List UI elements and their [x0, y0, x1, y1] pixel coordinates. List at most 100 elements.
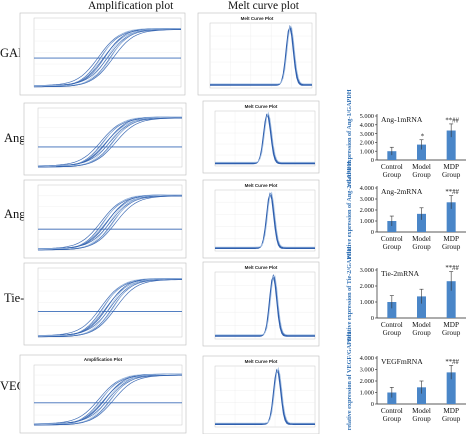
- bar-chart-title: Ang-2mRNA: [381, 187, 423, 196]
- significance-marker: **##: [445, 359, 459, 366]
- category-label: Group: [442, 329, 461, 337]
- amplification-plot-4: [23, 262, 187, 346]
- category-label: MDP: [443, 163, 459, 171]
- bar-chart-ylabel: relative expression of Ang-1/GAPDH: [346, 89, 353, 186]
- category-label: MDP: [443, 235, 459, 243]
- bar-chart-ylabel: relative expression of Ang-2/GAPDH: [346, 161, 353, 258]
- significance-marker: **##: [445, 189, 459, 196]
- amplification-curve: [38, 278, 182, 336]
- bar-chart-ylabel: relative expression of VEGF/GAPDH: [346, 332, 353, 431]
- category-label: Group: [442, 243, 461, 251]
- category-label: Control: [381, 163, 403, 171]
- amplification-curve: [34, 373, 182, 425]
- bar-chart-ytick-label: 0: [371, 229, 374, 236]
- bar-chart-4: relative expression of VEGF/GAPDH 0 1.000 2…: [346, 332, 466, 431]
- melt-plot-area: [214, 110, 316, 167]
- bar-chart-ytick-label: 2.000: [360, 378, 374, 385]
- bar-chart-3: relative expression of Tie-2/GAPDH 0 1.000…: [346, 246, 466, 341]
- category-label: Group: [383, 243, 402, 251]
- amplification-plot-title: Amplification Plot: [84, 357, 123, 362]
- melt-curve-plot-2: Melt Curve Plot: [202, 100, 320, 174]
- category-label: Group: [412, 243, 431, 251]
- bar: [446, 281, 456, 318]
- melt-plot-title: Melt Curve Plot: [241, 16, 274, 21]
- melt-curve: [215, 111, 315, 163]
- significance-marker: **##: [445, 117, 459, 124]
- bar: [446, 372, 456, 404]
- category-label: MDP: [443, 321, 459, 329]
- category-label: Model: [412, 235, 431, 243]
- melt-curve: [210, 25, 312, 85]
- bar-chart-ytick-label: 2.000: [360, 207, 374, 214]
- bar: [387, 151, 397, 160]
- bar-chart-title: Ang-1mRNA: [381, 115, 423, 124]
- bar: [446, 202, 456, 232]
- amplification-curve: [38, 194, 182, 250]
- category-label: Group: [442, 171, 461, 179]
- bar-chart-ytick-label: 1.000: [360, 299, 374, 306]
- melt-plot-title: Melt Curve Plot: [245, 183, 278, 188]
- melt-plot-area: [214, 365, 316, 428]
- bar-chart-ytick-label: 3.000: [360, 131, 374, 138]
- bar-chart-ytick-label: 5.000: [360, 113, 374, 120]
- melt-plot-area: [214, 271, 316, 340]
- bar-chart-ytick-label: 4.000: [360, 122, 374, 129]
- category-label: Group: [412, 415, 431, 423]
- category-label: MDP: [443, 407, 459, 415]
- bar-chart-ylabel: relative expression of Tie-2/GAPDH: [346, 246, 353, 341]
- category-label: Group: [442, 415, 461, 423]
- category-label: Control: [381, 321, 403, 329]
- category-label: Group: [383, 329, 402, 337]
- bar: [417, 213, 426, 232]
- bar: [446, 130, 456, 160]
- amplification-curve: [34, 374, 182, 426]
- melt-curve: [215, 191, 315, 248]
- bar-chart-ytick-label: 0: [371, 401, 374, 408]
- amplification-curve: [38, 195, 183, 251]
- bar: [387, 302, 397, 318]
- melt-plot-title: Melt Curve Plot: [245, 265, 278, 270]
- bar-chart-ytick-label: 2.000: [360, 283, 374, 290]
- amplification-curve: [38, 117, 183, 168]
- bar-chart-ytick-label: 0: [371, 315, 374, 322]
- amplification-curve: [38, 116, 182, 167]
- bar: [387, 392, 397, 404]
- melt-curve: [215, 275, 315, 336]
- melt-curve-plot-5: Melt Curve Plot: [202, 355, 320, 434]
- category-label: Group: [383, 171, 402, 179]
- bar-chart-ytick-label: 0: [371, 157, 374, 164]
- bar-chart-ytick-label: 1.000: [360, 148, 374, 155]
- melt-curve: [210, 24, 312, 86]
- significance-marker: *: [421, 133, 425, 140]
- bar: [387, 221, 397, 232]
- melt-curve: [215, 366, 315, 424]
- category-label: Model: [412, 407, 431, 415]
- bar-chart-ytick-label: 1.000: [360, 390, 374, 397]
- bar: [417, 296, 426, 318]
- bar-chart-ytick-label: 3.000: [360, 367, 374, 374]
- category-label: Model: [412, 321, 431, 329]
- melt-curve: [215, 113, 315, 165]
- bar-chart-title: VEGFmRNA: [381, 357, 423, 366]
- amplification-curve: [34, 29, 182, 88]
- melt-curve: [210, 25, 312, 86]
- bar-chart-ytick-label: 3.000: [360, 267, 374, 274]
- amplification-curve: [34, 28, 181, 86]
- bar: [417, 144, 426, 160]
- bar-chart-2: relative expression of Ang-2/GAPDH 0 1.000…: [346, 161, 466, 259]
- melt-curve: [215, 368, 315, 425]
- melt-curve: [215, 114, 315, 164]
- melt-curve-plot-header: Melt curve plot: [228, 0, 299, 12]
- bar: [417, 387, 426, 404]
- bar-chart-ytick-label: 2.000: [360, 140, 374, 147]
- bar-chart-1: relative expression of Ang-1/GAPDH 0 1.000…: [346, 89, 466, 187]
- category-label: Group: [412, 171, 431, 179]
- amplification-plot-5: Amplification Plot: [19, 354, 187, 434]
- bar-chart-ytick-label: 1.000: [360, 218, 374, 225]
- bar-chart-ytick-label: 4.000: [360, 185, 374, 192]
- melt-curve: [210, 26, 312, 85]
- melt-curve-plot-4: Melt Curve Plot: [202, 261, 320, 347]
- category-label: Control: [381, 235, 403, 243]
- category-label: Model: [412, 163, 431, 171]
